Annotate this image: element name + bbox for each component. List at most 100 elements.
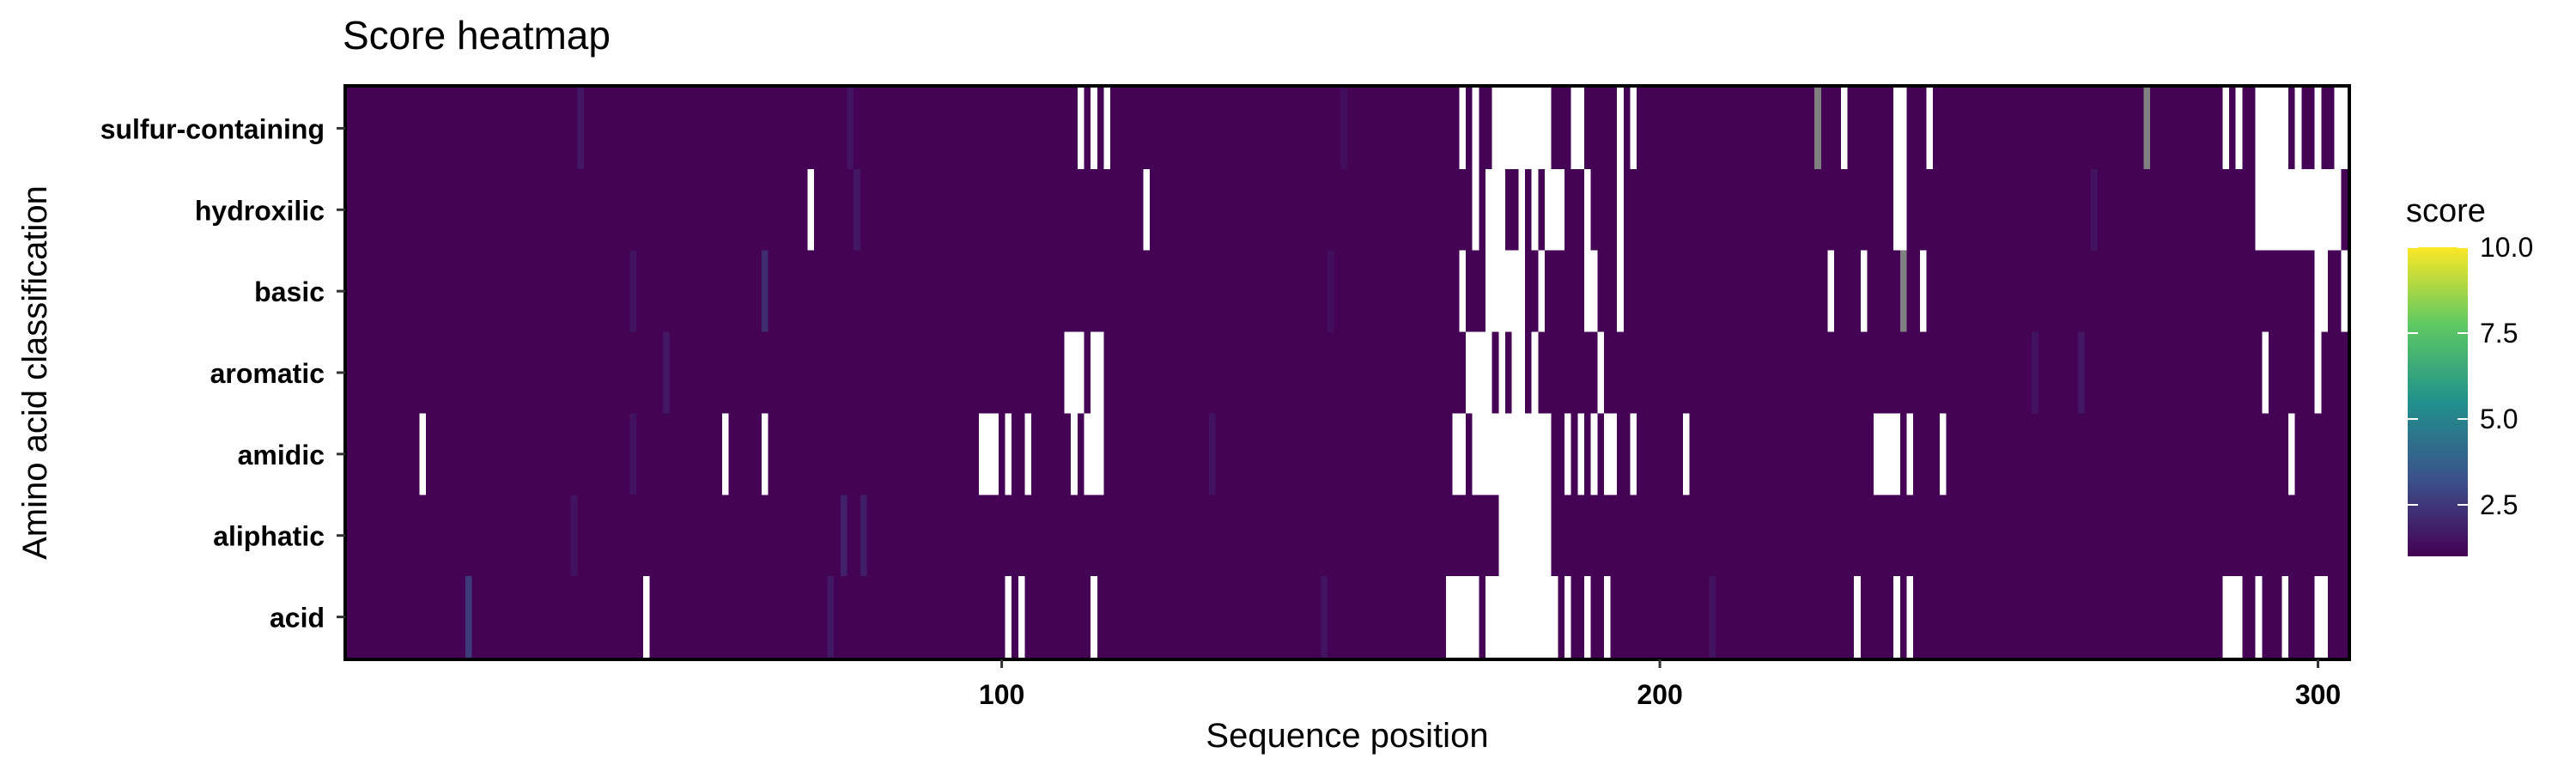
- heatmap-cell: [755, 250, 762, 333]
- heatmap-cell: [1064, 576, 1072, 659]
- heatmap-cell: [899, 331, 908, 415]
- heatmap-cell: [972, 413, 980, 495]
- heatmap-cell: [1242, 413, 1249, 495]
- heatmap-cell: [1978, 331, 1987, 415]
- heatmap-cell: [1696, 250, 1704, 333]
- heatmap-cell: [1741, 331, 1750, 415]
- heatmap-cell: [992, 88, 999, 170]
- heatmap-cell: [985, 250, 993, 333]
- heatmap-cell: [1820, 331, 1829, 415]
- heatmap-cell: [1716, 88, 1723, 170]
- heatmap-cell: [459, 250, 466, 333]
- heatmap-cell: [1071, 495, 1078, 577]
- heatmap-cell: [1097, 576, 1105, 659]
- heatmap-cell: [1136, 88, 1144, 170]
- heatmap-cell: [1130, 168, 1138, 252]
- heatmap-cell: [623, 576, 631, 659]
- heatmap-cell: [1294, 250, 1302, 333]
- heatmap-cell: [347, 168, 355, 252]
- heatmap-cell: [386, 250, 394, 333]
- heatmap-cell: [1926, 495, 1934, 577]
- heatmap-cell: [577, 250, 585, 333]
- heatmap-cell: [787, 331, 795, 415]
- heatmap-cell: [1551, 88, 1558, 170]
- heatmap-cell: [2156, 576, 2164, 659]
- heatmap-cell: [669, 331, 677, 415]
- heatmap-cell: [913, 88, 920, 170]
- heatmap-cell: [906, 88, 914, 170]
- heatmap-cell: [1676, 576, 1684, 659]
- heatmap-cell: [1268, 495, 1276, 577]
- heatmap-cell: [775, 495, 782, 577]
- heatmap-cell: [1860, 331, 1868, 415]
- heatmap-cell: [1775, 250, 1783, 333]
- heatmap-cell: [1577, 495, 1585, 577]
- heatmap-cell: [1709, 413, 1716, 495]
- heatmap-cell: [629, 331, 637, 415]
- heatmap-cell: [1511, 495, 1519, 577]
- heatmap-cell: [1998, 576, 2007, 659]
- heatmap-cell: [2183, 576, 2190, 659]
- heatmap-cell: [570, 88, 578, 170]
- heatmap-cell: [847, 576, 854, 659]
- heatmap-cell: [2057, 88, 2066, 170]
- heatmap-cell: [854, 88, 861, 170]
- heatmap-cell: [1024, 576, 1032, 659]
- heatmap-cell: [1176, 495, 1183, 577]
- heatmap-cell: [735, 413, 743, 495]
- heatmap-cell: [781, 88, 789, 170]
- heatmap-cell: [2136, 576, 2144, 659]
- heatmap-cell: [439, 250, 447, 333]
- heatmap-cell: [399, 88, 407, 170]
- heatmap-cell: [1301, 495, 1309, 577]
- heatmap-cell: [1051, 88, 1059, 170]
- heatmap-cell: [2051, 250, 2059, 333]
- heatmap-cell: [1340, 88, 1348, 170]
- heatmap-cell: [1077, 88, 1085, 170]
- heatmap-cell: [1321, 250, 1328, 333]
- heatmap-cell: [656, 413, 664, 495]
- heatmap-cell: [879, 168, 888, 252]
- heatmap-cell: [1413, 88, 1420, 170]
- heatmap-cell: [1992, 331, 2000, 415]
- heatmap-cell: [1728, 413, 1736, 495]
- heatmap-cell: [1288, 495, 1296, 577]
- heatmap-cell: [1005, 413, 1012, 495]
- heatmap-cell: [2091, 88, 2099, 170]
- heatmap-cell: [1373, 250, 1381, 333]
- heatmap-cell: [1682, 413, 1691, 495]
- heatmap-cell: [800, 413, 809, 495]
- heatmap-cell: [504, 88, 513, 170]
- heatmap-cell: [827, 168, 835, 252]
- heatmap-cell: [1735, 88, 1743, 170]
- heatmap-cell: [689, 413, 696, 495]
- heatmap-row-sulfur-containing: [347, 88, 2348, 170]
- heatmap-cell: [702, 331, 710, 415]
- heatmap-cell: [1215, 250, 1223, 333]
- heatmap-cell: [1617, 331, 1625, 415]
- heatmap-cell: [1558, 495, 1565, 577]
- heatmap-cell: [1637, 576, 1644, 659]
- heatmap-cell: [2150, 250, 2158, 333]
- heatmap-cell: [682, 576, 690, 659]
- heatmap-cell: [669, 576, 677, 659]
- heatmap-cell: [899, 495, 908, 577]
- heatmap-cell: [1630, 250, 1637, 333]
- heatmap-cell: [1716, 495, 1723, 577]
- color-legend: score 2.55.07.510.0: [2406, 193, 2533, 556]
- heatmap-cell: [1380, 495, 1388, 577]
- heatmap-cell: [1314, 88, 1321, 170]
- heatmap-cell: [886, 88, 894, 170]
- heatmap-cell: [617, 413, 624, 495]
- heatmap-cell: [1544, 576, 1552, 659]
- heatmap-cell: [1637, 168, 1644, 252]
- heatmap-cell: [1413, 331, 1420, 415]
- heatmap-cell: [1459, 88, 1467, 170]
- heatmap-cell: [419, 88, 427, 170]
- heatmap-cell: [926, 88, 933, 170]
- heatmap-cell: [1775, 168, 1783, 252]
- heatmap-cell: [662, 168, 671, 252]
- heatmap-cell: [2012, 88, 2020, 170]
- heatmap-cell: [2071, 331, 2079, 415]
- y-tick-label: hydroxilic: [195, 195, 325, 226]
